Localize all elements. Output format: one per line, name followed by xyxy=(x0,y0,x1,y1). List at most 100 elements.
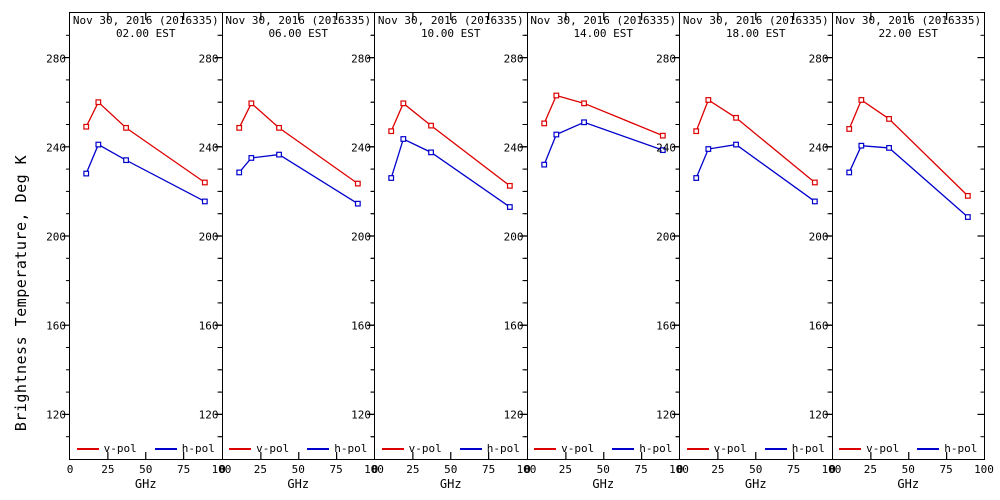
panel-title-date: Nov 30, 2016 (2016335) xyxy=(835,14,982,27)
legend-item-vpol: v-pol xyxy=(76,442,137,455)
legend-item-vpol: v-pol xyxy=(381,442,442,455)
panel-title-time: 02.00 EST xyxy=(115,27,176,40)
legend: v-pol h-pol xyxy=(375,442,527,455)
y-tick-label: 280 xyxy=(198,52,219,66)
v-pol-line xyxy=(85,101,206,184)
panel-title-date: Nov 30, 2016 (2016335) xyxy=(682,14,829,27)
legend-label-vpol: v-pol xyxy=(256,442,290,455)
h-pol-line xyxy=(85,143,206,203)
v-pol-marker xyxy=(540,120,547,127)
panel-title: Nov 30, 2016 (2016335) 14.00 EST xyxy=(528,14,680,40)
y-tick-label: 280 xyxy=(808,52,829,66)
y-tick-label: 240 xyxy=(351,141,371,155)
v-pol-line xyxy=(848,98,968,197)
x-tick-label: 100 xyxy=(974,463,994,476)
legend-label-hpol: h-pol xyxy=(334,442,368,455)
h-pol-marker xyxy=(354,200,361,207)
y-tick-label: 280 xyxy=(656,52,676,66)
y-tick-label: 200 xyxy=(808,230,829,244)
v-pol-marker xyxy=(275,124,282,131)
panel-title-time: 10.00 EST xyxy=(420,27,481,40)
h-pol-line xyxy=(543,121,663,165)
chart-panel: Nov 30, 2016 (2016335) 18.00 EST v-pol h… xyxy=(656,12,841,491)
h-pol-marker xyxy=(388,175,395,181)
y-tick-label: 240 xyxy=(46,141,66,155)
legend-item-vpol: v-pol xyxy=(686,442,747,455)
chart-panel: Nov 30, 2016 (2016335) 06.00 EST v-pol h… xyxy=(199,12,384,491)
legend-label-hpol: h-pol xyxy=(486,442,520,455)
x-tick-label: 0 xyxy=(371,463,379,476)
x-tick-label: 50 xyxy=(139,463,153,476)
panel-title-time: 06.00 EST xyxy=(268,27,329,40)
v-pol-marker xyxy=(388,128,395,135)
x-tick-label: 100 xyxy=(364,463,384,476)
h-pol-marker xyxy=(83,170,90,177)
y-tick-label: 120 xyxy=(198,408,219,422)
x-tick-label: 25 xyxy=(863,463,877,476)
legend-label-vpol: v-pol xyxy=(561,442,595,455)
y-tick-label: 160 xyxy=(656,319,676,333)
legend-item-hpol: h-pol xyxy=(154,442,215,455)
x-tick-label: 50 xyxy=(901,463,915,476)
panel-title-time: 22.00 EST xyxy=(878,27,939,40)
y-tick-label: 120 xyxy=(503,408,524,422)
v-pol-marker xyxy=(354,180,361,187)
hpol-line-swatch xyxy=(917,447,940,450)
x-tick-label: 75 xyxy=(329,463,343,476)
y-tick-label: 200 xyxy=(656,230,676,244)
x-tick-label: 0 xyxy=(676,463,684,476)
y-tick-label: 160 xyxy=(351,319,371,333)
v-pol-marker xyxy=(733,114,739,121)
legend-label-hpol: h-pol xyxy=(944,442,978,455)
figure-y-axis-title: Brightness Temperature, Deg K xyxy=(12,154,30,432)
v-pol-line xyxy=(390,102,511,187)
y-tick-label: 280 xyxy=(351,52,371,66)
h-pol-marker xyxy=(275,151,282,158)
legend-label-hpol: h-pol xyxy=(181,442,215,455)
x-tick-label: 100 xyxy=(516,463,537,476)
h-pol-marker xyxy=(705,146,712,152)
x-tick-label: 25 xyxy=(711,463,725,476)
x-tick-label: 0 xyxy=(219,463,226,476)
panel-title: Nov 30, 2016 (2016335) 10.00 EST xyxy=(375,14,527,40)
panel-title-date: Nov 30, 2016 (2016335) xyxy=(225,14,372,27)
y-tick-label: 200 xyxy=(46,230,66,244)
x-axis-unit-label: GHz xyxy=(744,477,767,491)
v-pol-marker xyxy=(400,100,407,107)
x-axis-unit-label: GHz xyxy=(287,477,310,491)
panel-title-date: Nov 30, 2016 (2016335) xyxy=(530,14,677,27)
x-tick-label: 100 xyxy=(821,463,842,476)
v-pol-line xyxy=(238,102,358,185)
vpol-line-swatch xyxy=(839,447,862,450)
legend-label-vpol: v-pol xyxy=(103,442,137,455)
x-tick-label: 50 xyxy=(444,463,458,476)
legend-item-hpol: h-pol xyxy=(459,442,520,455)
x-tick-label: 25 xyxy=(253,463,267,476)
legend-item-vpol: v-pol xyxy=(839,442,899,455)
legend: v-pol h-pol xyxy=(528,442,680,455)
h-pol-marker xyxy=(506,204,513,210)
panel-title-date: Nov 30, 2016 (2016335) xyxy=(377,14,524,27)
v-pol-marker xyxy=(428,122,434,129)
x-axis-unit-label: GHz xyxy=(439,477,462,491)
h-pol-marker xyxy=(235,169,242,176)
x-tick-label: 100 xyxy=(669,463,689,476)
legend-label-vpol: v-pol xyxy=(408,442,442,455)
panel-title: Nov 30, 2016 (2016335) 06.00 EST xyxy=(223,14,375,40)
legend: v-pol h-pol xyxy=(680,442,832,455)
h-pol-marker xyxy=(693,175,700,181)
panel-title: Nov 30, 2016 (2016335) 22.00 EST xyxy=(833,14,985,40)
v-pol-line xyxy=(695,98,816,183)
panel-title: Nov 30, 2016 (2016335) 18.00 EST xyxy=(680,14,832,40)
v-pol-marker xyxy=(885,116,892,122)
y-tick-label: 240 xyxy=(503,141,524,155)
hpol-line-swatch xyxy=(307,447,330,450)
y-tick-label: 200 xyxy=(351,230,371,244)
y-tick-label: 280 xyxy=(46,52,66,66)
legend-label-hpol: h-pol xyxy=(639,442,673,455)
y-tick-label: 240 xyxy=(656,141,676,155)
x-tick-label: 75 xyxy=(939,463,953,476)
legend-item-hpol: h-pol xyxy=(612,442,672,455)
h-pol-marker xyxy=(95,141,102,148)
